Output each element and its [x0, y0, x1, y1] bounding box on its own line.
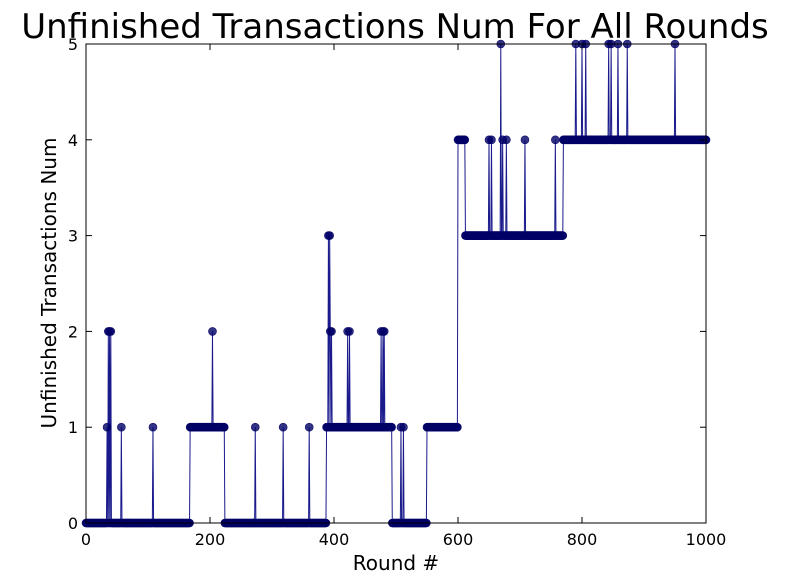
series-line: [86, 43, 706, 524]
data-point: [219, 422, 229, 432]
data-point: [453, 422, 462, 432]
x-tick-label: 800: [567, 530, 598, 549]
x-tick-label: 200: [195, 530, 226, 549]
x-tick-label: 400: [319, 530, 350, 549]
data-point: [551, 135, 560, 145]
y-tick-label: 2: [68, 322, 78, 341]
series-markers: [81, 39, 711, 528]
y-axis-label: Unfinished Transactions Num: [37, 138, 61, 429]
x-tick-label: 1000: [686, 530, 727, 549]
data-point: [502, 135, 511, 145]
data-point: [387, 422, 396, 432]
data-point: [327, 327, 336, 336]
data-point: [345, 327, 354, 336]
data-point: [148, 422, 158, 432]
data-point: [487, 135, 496, 145]
data-point: [520, 135, 530, 145]
plot-frame: [85, 43, 707, 524]
data-point: [399, 422, 408, 432]
data-point: [304, 422, 314, 432]
data-point: [102, 422, 112, 432]
y-tick-label: 4: [68, 131, 78, 150]
data-point: [208, 327, 217, 336]
y-tick-label: 0: [68, 514, 78, 533]
data-point: [379, 327, 389, 336]
y-tick-label: 1: [68, 418, 78, 437]
data-point: [106, 327, 116, 336]
y-axis-ticks: 0 1 2 3 4 5: [68, 35, 706, 533]
plot-series: [81, 39, 711, 528]
data-point: [325, 231, 334, 240]
data-point: [278, 422, 288, 432]
data-point: [460, 135, 470, 145]
data-point: [250, 422, 260, 432]
x-axis-ticks: 0 200 400 600 800 1000: [81, 44, 726, 549]
chart-title: Unfinished Transactions Num For All Roun…: [21, 7, 769, 47]
x-tick-label: 0: [81, 530, 91, 549]
x-axis-label: Round #: [353, 551, 439, 575]
y-tick-label: 5: [68, 35, 78, 54]
data-point: [117, 422, 126, 432]
data-point: [558, 231, 568, 240]
x-tick-label: 600: [443, 530, 474, 549]
y-tick-label: 3: [68, 227, 78, 246]
